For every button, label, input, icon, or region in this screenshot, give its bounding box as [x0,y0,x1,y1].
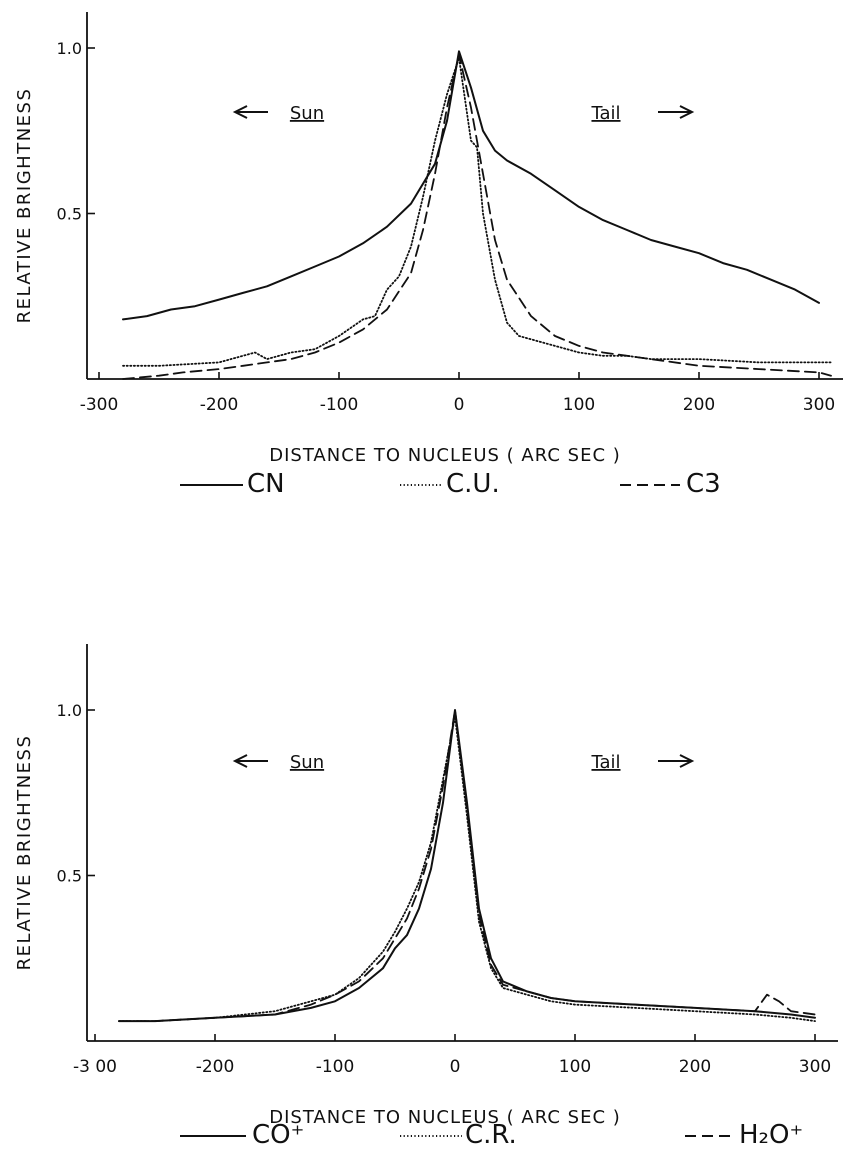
series-line-c3 [122,53,832,380]
x-tick-label: -100 [316,1057,355,1077]
y-tick-label: 1.0 [57,39,82,58]
x-tick-label: 0 [454,395,465,415]
legend-label: C3 [686,469,721,499]
x-axis-label: DISTANCE TO NUCLEUS ( ARC SEC ) [269,445,621,466]
sun-arrow-head [232,105,248,119]
y-tick-label: 1.0 [57,701,82,720]
x-tick-label: 300 [803,395,835,415]
x-tick-label: -100 [320,395,359,415]
sun-annotation: Sun [290,103,324,124]
x-tick-label: -3 00 [73,1057,117,1077]
chart-panel-1: 0.5 1.0 -300 -200 -100 0 100 200 300 DISTANCE TO … [14,12,843,499]
y-axis-label: RELATIVE BRIGHTNESS [14,88,35,324]
legend-label: H₂O⁺ [739,1120,803,1150]
x-tick-label: 300 [799,1057,831,1077]
tail-arrow-head [679,754,695,768]
tail-annotation: Tail [590,103,620,124]
y-axis-label: RELATIVE BRIGHTNESS [14,735,35,971]
legend-label: C.U. [446,469,500,499]
series-line-cn [122,50,820,321]
sun-arrow-head [232,754,248,768]
chart-panel-2: 0.5 1.0 -3 00 -200 -100 0 100 200 300 DISTANCE TO… [14,644,838,1150]
legend-label: C.R. [465,1120,517,1150]
x-tick-label: 0 [450,1057,461,1077]
series-line-ho [118,709,816,1022]
x-tick-label: 200 [679,1057,711,1077]
sun-annotation: Sun [290,752,324,773]
x-tick-label: 200 [683,395,715,415]
legend-label: CN [247,469,285,499]
series-line-co [118,709,816,1023]
x-tick-label: -200 [196,1057,235,1077]
series-line-cu [122,57,832,367]
x-axis-label: DISTANCE TO NUCLEUS ( ARC SEC ) [269,1107,621,1128]
legend-label: CO⁺ [252,1120,304,1150]
x-tick-label: 100 [563,395,595,415]
tail-arrow-head [679,105,695,119]
x-tick-label: -200 [200,395,239,415]
tail-annotation: Tail [590,752,620,773]
y-tick-label: 0.5 [57,205,82,224]
x-tick-label: 100 [559,1057,591,1077]
x-tick-label: -300 [80,395,119,415]
series-line-cr [118,715,816,1022]
y-tick-label: 0.5 [57,867,82,886]
